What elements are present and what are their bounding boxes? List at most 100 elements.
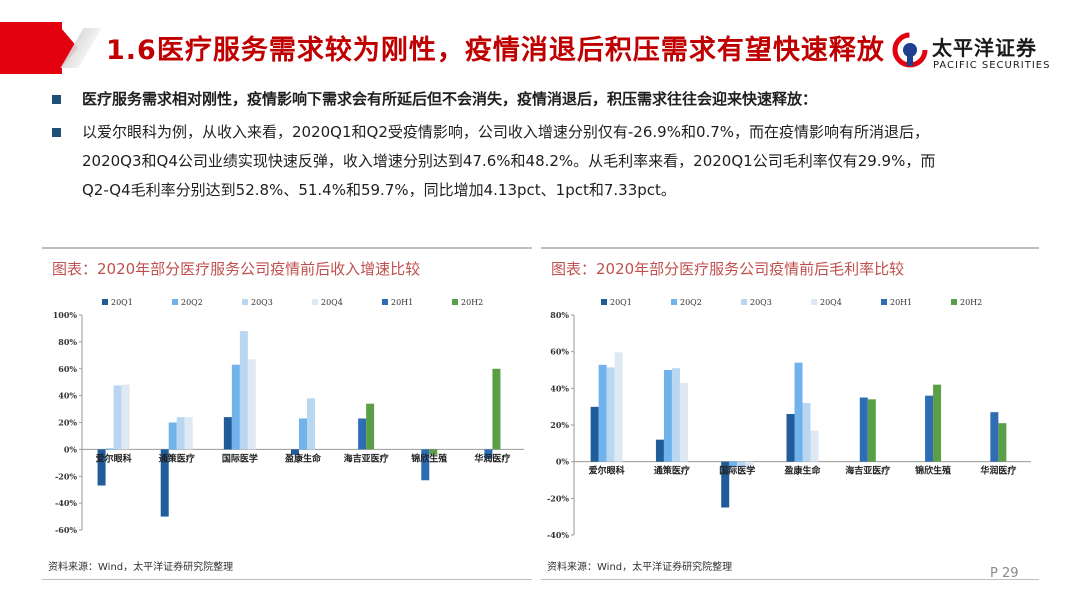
y-tick-label: 100% <box>53 310 78 320</box>
revenue-growth-panel: 图表：2020年部分医疗服务公司疫情前后收入增速比较 -60% -40% -20% 0… <box>42 247 532 580</box>
revenue-growth-chart: -60% -40% -20% 0% 20% 40% 60% 80% 100% 20Q1 20Q2 20… <box>53 298 524 535</box>
legend-swatch <box>172 299 178 305</box>
bar <box>671 368 680 462</box>
legend-label: 20H1 <box>890 298 912 307</box>
bar <box>729 461 738 468</box>
legend-label: 20H1 <box>391 298 413 307</box>
bar <box>247 359 256 450</box>
legend-label: 20Q1 <box>111 298 133 307</box>
bar <box>366 403 375 450</box>
category-label: 海吉亚医疗 <box>344 452 389 464</box>
bar <box>113 385 122 450</box>
bullet-square-icon <box>52 128 61 137</box>
y-tick-label: -20% <box>55 471 77 481</box>
logo-mark-icon <box>892 32 928 68</box>
y-tick-label: 60% <box>550 347 569 357</box>
legend-swatch <box>382 299 388 305</box>
bar <box>176 417 185 450</box>
bar <box>933 384 942 462</box>
gross-margin-chart: -40% -20% 0% 20% 40% 60% 80% 20Q1 20Q2 20Q3 20Q4 20… <box>547 298 1031 540</box>
bar <box>184 417 193 450</box>
bar <box>484 449 493 459</box>
y-tick-label: 40% <box>550 383 569 393</box>
bar <box>679 382 688 462</box>
legend-label: 20Q3 <box>251 298 273 307</box>
bar <box>925 395 934 462</box>
category-label: 盈康生命 <box>284 452 322 464</box>
bar <box>239 331 248 450</box>
category-label: 爱尔眼科 <box>589 465 625 477</box>
y-tick-label: -60% <box>55 525 77 535</box>
legend-swatch <box>452 299 458 305</box>
bar <box>492 368 501 450</box>
legend-label: 20H2 <box>461 298 483 307</box>
category-label: 锦欣生殖 <box>915 465 951 477</box>
legend-swatch <box>601 299 607 305</box>
y-tick-label: 40% <box>58 391 77 401</box>
page-number: P 29 <box>990 566 1019 581</box>
bar <box>168 422 177 450</box>
category-label: 华润医疗 <box>474 452 510 464</box>
logo-english-text: PACIFIC SECURITIES <box>933 60 1051 71</box>
bar <box>614 352 623 462</box>
bar <box>160 449 169 517</box>
bar <box>97 449 106 486</box>
bar <box>590 406 599 462</box>
bar <box>299 418 307 450</box>
bar <box>794 362 803 462</box>
legend-swatch <box>242 299 248 305</box>
bullet-1-line-1: 医疗服务需求相对刚性，疫情影响下需求会有所延后但不会消失，疫情消退后，积压需求往… <box>82 90 818 108</box>
category-label: 盈康生命 <box>783 465 821 477</box>
category-label: 华润医疗 <box>980 465 1016 477</box>
legend-swatch <box>741 299 747 305</box>
bar <box>745 461 754 469</box>
category-label: 国际医学 <box>719 465 755 477</box>
legend-label: 20Q2 <box>181 298 203 307</box>
y-tick-label: -40% <box>55 498 77 508</box>
bar <box>105 448 114 450</box>
bar <box>998 423 1007 462</box>
panel-title: 图表：2020年部分医疗服务公司疫情前后毛利率比较 <box>551 260 905 278</box>
y-tick-label: 0% <box>556 457 570 467</box>
bar <box>121 384 130 450</box>
legend-label: 20Q2 <box>680 298 702 307</box>
legend-swatch <box>312 299 318 305</box>
source-note: 资料来源：Wind，太平洋证券研究院整理 <box>48 562 234 573</box>
bar <box>598 364 607 462</box>
y-tick-label: 60% <box>58 364 77 374</box>
y-tick-label: 80% <box>58 337 77 347</box>
bar <box>663 370 672 462</box>
bar <box>291 449 299 455</box>
gross-margin-panel: 图表：2020年部分医疗服务公司疫情前后毛利率比较 -40% -20% 0% 20% 4… <box>541 247 1039 580</box>
legend-label: 20Q1 <box>610 298 632 307</box>
header-red-band <box>0 22 62 74</box>
legend-label: 20H2 <box>960 298 982 307</box>
legend-swatch <box>881 299 887 305</box>
bullet-square-icon <box>52 95 61 104</box>
bar <box>223 417 232 450</box>
bar <box>606 367 615 462</box>
legend-label: 20Q4 <box>820 298 842 307</box>
bar <box>307 398 315 450</box>
category-label: 国际医学 <box>222 452 258 464</box>
legend-swatch <box>951 299 957 305</box>
y-tick-label: 20% <box>550 420 569 430</box>
legend-swatch <box>102 299 108 305</box>
bar <box>429 449 438 455</box>
bar <box>358 418 367 450</box>
bar <box>810 430 819 462</box>
bullet-2-line-2: 2020Q3和Q4公司业绩实现快速反弹，收入增速分别达到47.6%和48.2%。… <box>82 152 936 170</box>
bar <box>655 439 664 462</box>
category-label: 锦欣生殖 <box>411 452 447 464</box>
category-label: 海吉亚医疗 <box>845 465 890 477</box>
bar <box>786 414 795 462</box>
y-tick-label: 0% <box>64 444 78 454</box>
panel-title: 图表：2020年部分医疗服务公司疫情前后收入增速比较 <box>52 260 421 278</box>
category-label: 爱尔眼科 <box>96 452 132 464</box>
bar <box>721 461 730 508</box>
bar <box>802 403 811 462</box>
source-note: 资料来源：Wind，太平洋证券研究院整理 <box>547 562 733 573</box>
bar <box>231 364 240 450</box>
bar <box>737 461 746 468</box>
legend-label: 20Q4 <box>321 298 343 307</box>
